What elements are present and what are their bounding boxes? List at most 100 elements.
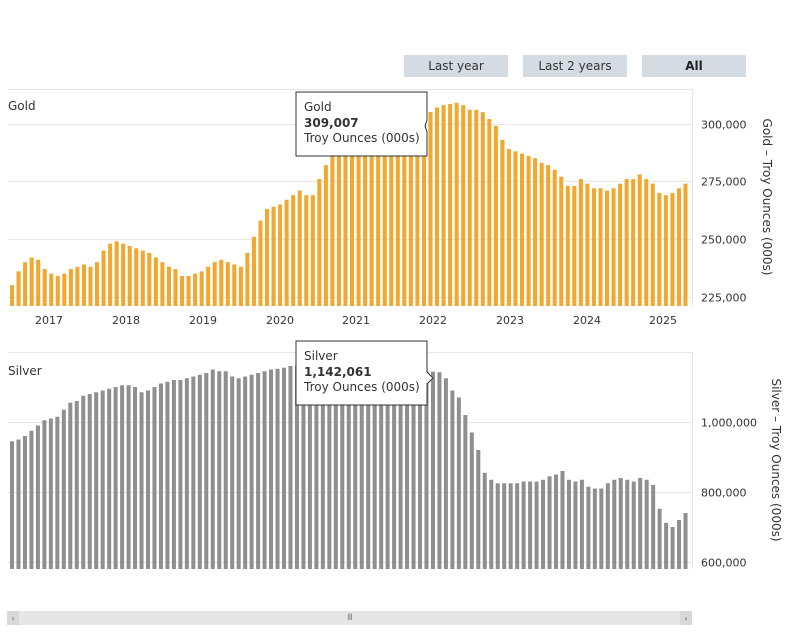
silver-bar[interactable] (29, 430, 34, 569)
gold-bar[interactable] (565, 185, 570, 306)
silver-bar[interactable] (528, 481, 533, 570)
gold-bar[interactable] (95, 262, 100, 306)
silver-bar[interactable] (541, 479, 546, 569)
scroll-left-arrow-icon[interactable]: ‹ (7, 611, 19, 625)
silver-bar[interactable] (515, 483, 520, 569)
silver-bar[interactable] (631, 481, 636, 570)
gold-bar[interactable] (533, 158, 538, 306)
gold-bar[interactable] (506, 149, 511, 306)
last-2-years-button[interactable]: Last 2 years (523, 55, 627, 77)
gold-bar[interactable] (539, 162, 544, 306)
gold-bar[interactable] (127, 245, 132, 306)
gold-bar[interactable] (637, 174, 642, 306)
silver-bar[interactable] (476, 450, 481, 569)
silver-bar[interactable] (158, 383, 163, 570)
gold-bar[interactable] (206, 266, 211, 306)
silver-bar[interactable] (171, 380, 176, 569)
gold-bar[interactable] (36, 259, 41, 306)
silver-bar[interactable] (133, 387, 138, 569)
gold-bar[interactable] (29, 257, 34, 306)
gold-bar[interactable] (173, 269, 178, 306)
silver-bar[interactable] (437, 372, 442, 569)
gold-bar[interactable] (291, 195, 296, 306)
gold-bar[interactable] (657, 192, 662, 306)
silver-bar[interactable] (100, 390, 105, 570)
gold-bar[interactable] (369, 123, 374, 306)
gold-bar[interactable] (480, 112, 485, 306)
gold-bar[interactable] (101, 250, 106, 306)
gold-bar[interactable] (415, 114, 420, 306)
gold-bar[interactable] (62, 273, 67, 306)
gold-bar[interactable] (153, 257, 158, 306)
all-button[interactable]: All (642, 55, 746, 77)
gold-bar[interactable] (578, 179, 583, 306)
gold-bar[interactable] (186, 275, 191, 306)
gold-bar[interactable] (238, 266, 243, 306)
silver-bar[interactable] (566, 479, 571, 569)
silver-bar[interactable] (638, 478, 643, 569)
gold-bar[interactable] (448, 104, 453, 306)
gold-bar[interactable] (317, 179, 322, 306)
gold-bar[interactable] (676, 188, 681, 306)
gold-bar[interactable] (336, 146, 341, 306)
silver-bar[interactable] (217, 371, 222, 569)
gold-bar[interactable] (212, 262, 217, 306)
gold-bar[interactable] (408, 115, 413, 306)
silver-bar[interactable] (327, 360, 332, 569)
silver-bar[interactable] (385, 366, 390, 569)
silver-bar[interactable] (418, 370, 423, 569)
silver-bar[interactable] (605, 483, 610, 569)
gold-bar[interactable] (493, 125, 498, 306)
silver-bar[interactable] (398, 367, 403, 569)
silver-bar[interactable] (651, 485, 656, 569)
silver-bar[interactable] (230, 376, 235, 570)
silver-bar[interactable] (547, 476, 552, 569)
silver-bar[interactable] (346, 360, 351, 569)
silver-bar[interactable] (236, 378, 241, 569)
gold-bar[interactable] (382, 120, 387, 306)
gold-bar[interactable] (441, 105, 446, 306)
silver-bar[interactable] (392, 367, 397, 569)
gold-bar[interactable] (376, 121, 381, 306)
gold-bar[interactable] (140, 250, 145, 306)
silver-bar[interactable] (560, 471, 565, 569)
silver-bar[interactable] (664, 522, 669, 569)
gold-bar[interactable] (42, 269, 47, 306)
silver-bar[interactable] (120, 385, 125, 569)
gold-bar[interactable] (147, 252, 152, 306)
gold-bar[interactable] (10, 285, 15, 306)
silver-bar[interactable] (178, 380, 183, 569)
silver-bar[interactable] (579, 479, 584, 569)
gold-bar[interactable] (166, 266, 171, 306)
gold-bar[interactable] (421, 113, 426, 307)
gold-bar[interactable] (454, 102, 459, 306)
silver-bar[interactable] (502, 483, 507, 569)
gold-bar[interactable] (526, 155, 531, 306)
silver-bar[interactable] (424, 370, 429, 569)
silver-bar[interactable] (657, 508, 662, 569)
gold-bar[interactable] (121, 243, 126, 306)
silver-bar[interactable] (307, 362, 312, 570)
gold-bar[interactable] (500, 139, 505, 306)
gold-bar[interactable] (572, 185, 577, 306)
silver-bar[interactable] (366, 363, 371, 569)
gold-bar[interactable] (284, 199, 289, 306)
gold-bar[interactable] (624, 179, 629, 306)
gold-bar[interactable] (23, 262, 28, 306)
silver-bar[interactable] (249, 374, 254, 569)
gold-bar[interactable] (356, 132, 361, 306)
silver-bar[interactable] (379, 365, 384, 569)
gold-bar[interactable] (251, 236, 256, 306)
silver-bar[interactable] (294, 365, 299, 569)
silver-bar[interactable] (405, 368, 410, 569)
gold-bar[interactable] (258, 220, 263, 306)
gold-bar[interactable] (389, 119, 394, 306)
silver-bar[interactable] (191, 376, 196, 570)
silver-bar[interactable] (320, 360, 325, 569)
silver-bar[interactable] (508, 483, 513, 569)
silver-bar[interactable] (42, 420, 47, 569)
gold-bar[interactable] (428, 112, 433, 306)
silver-bar[interactable] (625, 479, 630, 569)
silver-bar[interactable] (16, 439, 21, 570)
gold-bar[interactable] (670, 192, 675, 306)
